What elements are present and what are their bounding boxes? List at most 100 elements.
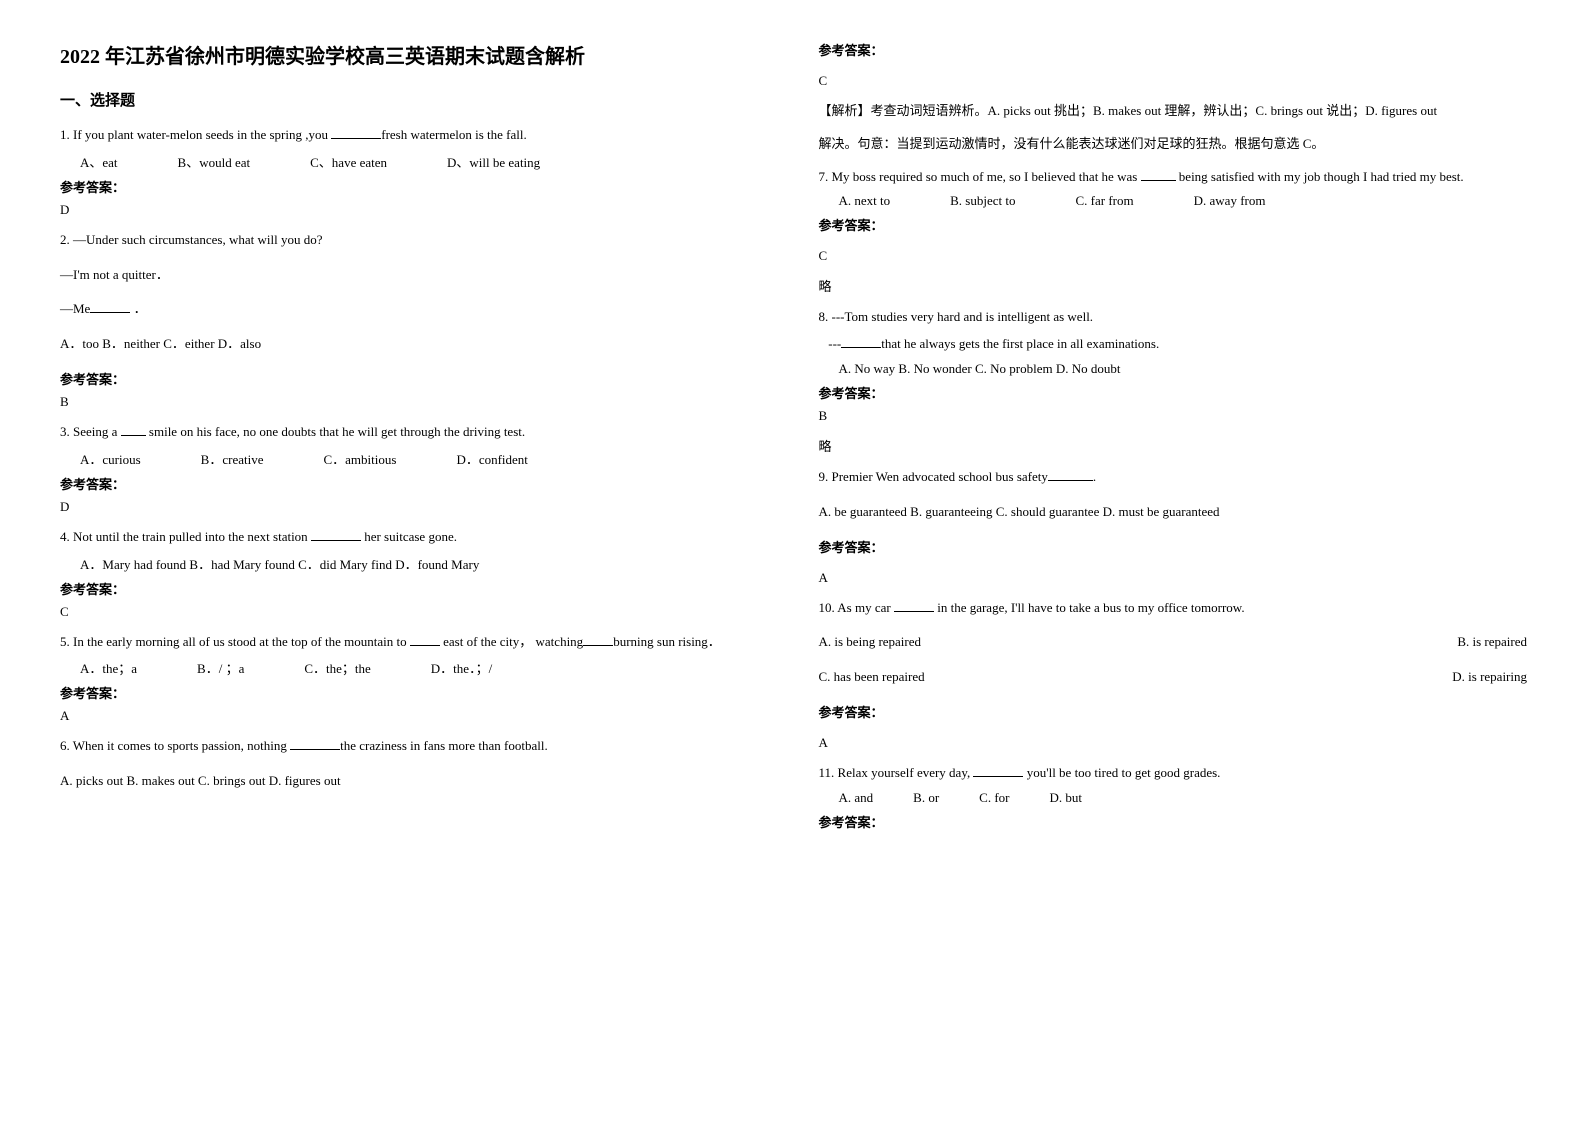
q6-explanation-l2: 解决。句意：当提到运动激情时，没有什么能表达球迷们对足球的狂热。根据句意选 C。 [819, 134, 1528, 155]
q8-l2a: --- [828, 336, 841, 351]
q5-opt-c: C．the；the [304, 658, 370, 677]
q5-answer-label: 参考答案： [60, 683, 769, 702]
q1-blank [331, 138, 381, 139]
q2-answer-label: 参考答案： [60, 369, 769, 388]
q8-lue: 略 [819, 436, 1528, 455]
q7-opt-a: A. next to [839, 193, 891, 209]
q7-answer: C [819, 248, 1528, 264]
q1-opt-b: B、would eat [178, 152, 251, 171]
q3-options: A．curious B．creative C．ambitious D．confi… [80, 449, 769, 468]
question-5: 5. In the early morning all of us stood … [60, 632, 769, 653]
q1-answer-label: 参考答案： [60, 177, 769, 196]
question-10: 10. As my car in the garage, I'll have t… [819, 598, 1528, 619]
q3-opt-c: C．ambitious [323, 449, 396, 468]
q7-opt-c: C. far from [1076, 193, 1134, 209]
q10-opt-b: B. is repaired [1457, 632, 1527, 653]
question-8-l2: --- that he always gets the first place i… [819, 334, 1528, 355]
q9-options: A. be guaranteed B. guaranteeing C. shou… [819, 502, 1528, 523]
question-2-l1: 2. —Under such circumstances, what will … [60, 230, 769, 251]
question-3: 3. Seeing a smile on his face, no one do… [60, 422, 769, 443]
q6-answer: C [819, 73, 1528, 89]
q11-opt-b: B. or [913, 790, 939, 806]
q1-text-a: 1. If you plant water-melon seeds in the… [60, 127, 331, 142]
q9-a: 9. Premier Wen advocated school bus safe… [819, 469, 1048, 484]
q9-b: . [1093, 469, 1096, 484]
q4-a: 4. Not until the train pulled into the n… [60, 529, 311, 544]
q8-l2b: that he always gets the first place in a… [881, 336, 1159, 351]
q2-options: A．too B．neither C．either D．also [60, 334, 769, 355]
q3-answer: D [60, 499, 769, 515]
q11-opt-c: C. for [979, 790, 1009, 806]
q3-opt-d: D．confident [456, 449, 527, 468]
q11-blank [973, 776, 1023, 777]
q1-opt-d: D、will be eating [447, 152, 540, 171]
q5-options: A．the；a B．/ ；a C．the；the D．the．；/ [80, 658, 769, 677]
q6-options: A. picks out B. makes out C. brings out … [60, 771, 769, 792]
section-heading: 一、选择题 [60, 89, 769, 110]
q10-opt-c: C. has been repaired [819, 667, 925, 688]
question-2-l2: —I'm not a quitter． [60, 265, 769, 286]
q1-answer: D [60, 202, 769, 218]
q6-b: the craziness in fans more than football… [340, 738, 548, 753]
q10-opt-d: D. is repairing [1452, 667, 1527, 688]
q9-blank [1048, 480, 1093, 481]
question-9: 9. Premier Wen advocated school bus safe… [819, 467, 1528, 488]
q7-b: being satisfied with my job though I had… [1176, 169, 1464, 184]
q9-answer-label: 参考答案： [819, 537, 1528, 556]
q10-b: in the garage, I'll have to take a bus t… [934, 600, 1245, 615]
q5-a: 5. In the early morning all of us stood … [60, 634, 410, 649]
left-column: 2022 年江苏省徐州市明德实验学校高三英语期末试题含解析 一、选择题 1. I… [60, 40, 769, 1082]
q10-opts-row1: A. is being repaired B. is repaired [819, 632, 1528, 653]
q4-answer-label: 参考答案： [60, 579, 769, 598]
q3-opt-a: A．curious [80, 449, 141, 468]
q7-answer-label: 参考答案： [819, 215, 1528, 234]
q2-answer: B [60, 394, 769, 410]
q10-answer-label: 参考答案： [819, 702, 1528, 721]
q6-explanation-l1: 【解析】考查动词短语辨析。A. picks out 挑出；B. makes ou… [819, 101, 1528, 122]
question-1: 1. If you plant water-melon seeds in the… [60, 125, 769, 146]
q3-blank [121, 435, 146, 436]
q7-opt-b: B. subject to [950, 193, 1015, 209]
q5-blank1 [410, 645, 440, 646]
q1-text-b: fresh watermelon is the fall. [381, 127, 526, 142]
q8-answer: B [819, 408, 1528, 424]
q5-c: burning sun rising． [613, 634, 721, 649]
q11-answer-label: 参考答案： [819, 812, 1528, 831]
q5-opt-d: D．the．；/ [431, 658, 492, 677]
q8-options: A. No way B. No wonder C. No problem D. … [839, 361, 1528, 377]
q7-blank [1141, 180, 1176, 181]
q3-b: smile on his face, no one doubts that he… [146, 424, 525, 439]
question-6: 6. When it comes to sports passion, noth… [60, 736, 769, 757]
question-4: 4. Not until the train pulled into the n… [60, 527, 769, 548]
q5-blank2 [583, 645, 613, 646]
q7-a: 7. My boss required so much of me, so I … [819, 169, 1141, 184]
question-8-l1: 8. ---Tom studies very hard and is intel… [819, 307, 1528, 328]
question-7: 7. My boss required so much of me, so I … [819, 167, 1528, 188]
q5-answer: A [60, 708, 769, 724]
q1-opt-c: C、have eaten [310, 152, 387, 171]
q8-blank [841, 347, 881, 348]
q7-opt-d: D. away from [1194, 193, 1266, 209]
q10-opts-row2: C. has been repaired D. is repairing [819, 667, 1528, 688]
q4-b: her suitcase gone. [361, 529, 457, 544]
q10-a: 10. As my car [819, 600, 894, 615]
q11-opt-a: A. and [839, 790, 874, 806]
doc-title: 2022 年江苏省徐州市明德实验学校高三英语期末试题含解析 [60, 40, 769, 69]
q3-opt-b: B．creative [201, 449, 264, 468]
q4-options: A．Mary had found B．had Mary found C．did … [80, 554, 769, 573]
q6-answer-label: 参考答案： [819, 40, 1528, 59]
q10-opt-a: A. is being repaired [819, 632, 922, 653]
q11-a: 11. Relax yourself every day, [819, 765, 974, 780]
q10-blank [894, 611, 934, 612]
q7-lue: 略 [819, 276, 1528, 295]
right-column: 参考答案： C 【解析】考查动词短语辨析。A. picks out 挑出；B. … [819, 40, 1528, 1082]
q3-a: 3. Seeing a [60, 424, 121, 439]
q1-opt-a: A、eat [80, 152, 118, 171]
question-11: 11. Relax yourself every day, you'll be … [819, 763, 1528, 784]
q8-answer-label: 参考答案： [819, 383, 1528, 402]
q9-answer: A [819, 570, 1528, 586]
q1-options: A、eat B、would eat C、have eaten D、will be… [80, 152, 769, 171]
q6-a: 6. When it comes to sports passion, noth… [60, 738, 290, 753]
q10-answer: A [819, 735, 1528, 751]
q5-opt-b: B．/ ；a [197, 658, 244, 677]
